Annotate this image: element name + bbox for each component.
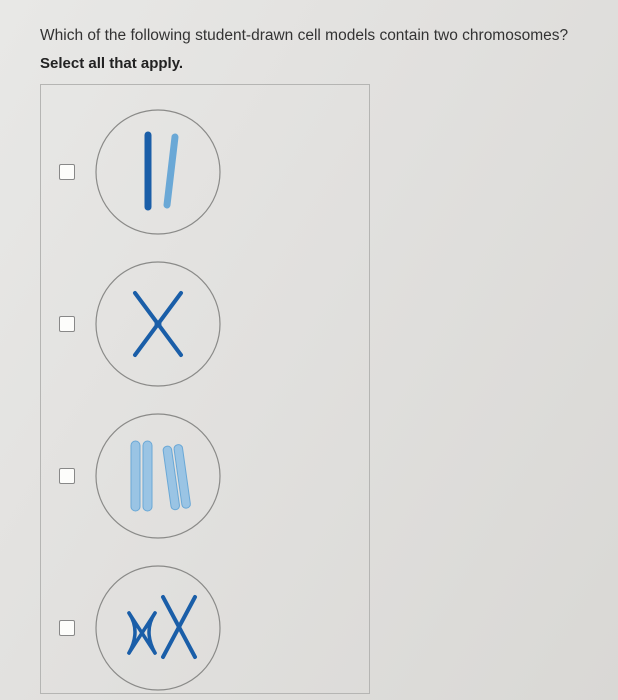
option-3-checkbox[interactable]	[59, 468, 75, 484]
option-4-checkbox[interactable]	[59, 620, 75, 636]
option-row	[53, 411, 357, 541]
option-3-image	[93, 411, 223, 541]
answer-options-box	[40, 84, 370, 694]
option-1-image	[93, 107, 223, 237]
option-1-checkbox[interactable]	[59, 164, 75, 180]
question-page: Which of the following student-drawn cel…	[0, 0, 618, 694]
option-row	[53, 107, 357, 237]
option-row	[53, 563, 357, 693]
question-text: Which of the following student-drawn cel…	[40, 24, 578, 47]
option-2-image	[93, 259, 223, 389]
option-row	[53, 259, 357, 389]
option-4-image	[93, 563, 223, 693]
option-2-checkbox[interactable]	[59, 316, 75, 332]
question-instruction: Select all that apply.	[40, 55, 578, 72]
